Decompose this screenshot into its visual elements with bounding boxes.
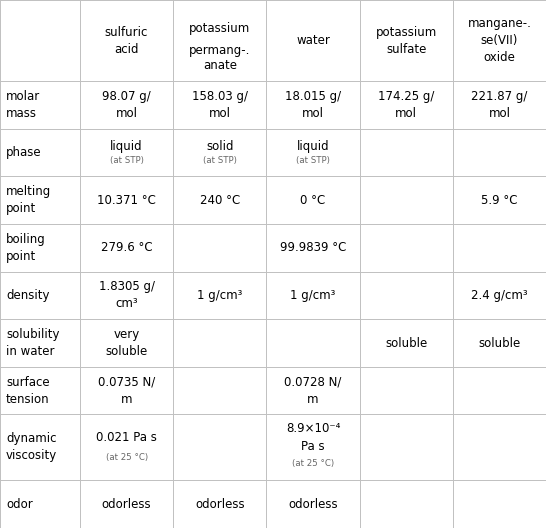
Text: soluble: soluble xyxy=(385,336,428,350)
Text: 8.9×10⁻⁴: 8.9×10⁻⁴ xyxy=(286,422,340,436)
Text: (at STP): (at STP) xyxy=(296,156,330,165)
Text: 0.021 Pa s: 0.021 Pa s xyxy=(96,431,157,444)
Text: solubility
in water: solubility in water xyxy=(6,328,60,358)
Text: molar
mass: molar mass xyxy=(6,90,40,120)
Text: permang-.: permang-. xyxy=(189,44,251,57)
Text: 10.371 °C: 10.371 °C xyxy=(97,194,156,206)
Text: sulfuric
acid: sulfuric acid xyxy=(105,25,149,55)
Text: anate: anate xyxy=(203,59,237,72)
Text: water: water xyxy=(296,34,330,47)
Text: 98.07 g/
mol: 98.07 g/ mol xyxy=(102,90,151,120)
Text: density: density xyxy=(6,289,50,302)
Text: (at 25 °C): (at 25 °C) xyxy=(292,459,334,468)
Text: 240 °C: 240 °C xyxy=(200,194,240,206)
Text: 174.25 g/
mol: 174.25 g/ mol xyxy=(378,90,435,120)
Text: odorless: odorless xyxy=(102,498,151,511)
Text: 221.87 g/
mol: 221.87 g/ mol xyxy=(471,90,527,120)
Text: 1.8305 g/
cm³: 1.8305 g/ cm³ xyxy=(99,280,155,310)
Text: 99.9839 °C: 99.9839 °C xyxy=(280,241,346,254)
Text: melting
point: melting point xyxy=(6,185,51,215)
Text: soluble: soluble xyxy=(478,336,520,350)
Text: 158.03 g/
mol: 158.03 g/ mol xyxy=(192,90,248,120)
Text: dynamic
viscosity: dynamic viscosity xyxy=(6,432,57,463)
Text: 2.4 g/cm³: 2.4 g/cm³ xyxy=(471,289,528,302)
Text: odorless: odorless xyxy=(288,498,338,511)
Text: potassium: potassium xyxy=(189,22,251,35)
Text: 1 g/cm³: 1 g/cm³ xyxy=(290,289,336,302)
Text: 1 g/cm³: 1 g/cm³ xyxy=(197,289,242,302)
Text: odor: odor xyxy=(6,498,33,511)
Text: (at STP): (at STP) xyxy=(203,156,237,165)
Text: potassium
sulfate: potassium sulfate xyxy=(376,25,437,55)
Text: 0.0728 N/
m: 0.0728 N/ m xyxy=(284,376,342,406)
Text: odorless: odorless xyxy=(195,498,245,511)
Text: 0.0735 N/
m: 0.0735 N/ m xyxy=(98,376,155,406)
Text: (at 25 °C): (at 25 °C) xyxy=(105,453,147,462)
Text: 5.9 °C: 5.9 °C xyxy=(481,194,518,206)
Text: surface
tension: surface tension xyxy=(6,376,50,406)
Text: Pa s: Pa s xyxy=(301,440,325,452)
Text: 18.015 g/
mol: 18.015 g/ mol xyxy=(285,90,341,120)
Text: phase: phase xyxy=(6,146,41,159)
Text: 0 °C: 0 °C xyxy=(300,194,325,206)
Text: mangane-.
se(VII)
oxide: mangane-. se(VII) oxide xyxy=(467,17,531,64)
Text: liquid: liquid xyxy=(296,140,329,153)
Text: very
soluble: very soluble xyxy=(105,328,148,358)
Text: boiling
point: boiling point xyxy=(6,233,46,263)
Text: liquid: liquid xyxy=(110,140,143,153)
Text: (at STP): (at STP) xyxy=(110,156,144,165)
Text: solid: solid xyxy=(206,140,234,153)
Text: 279.6 °C: 279.6 °C xyxy=(101,241,152,254)
